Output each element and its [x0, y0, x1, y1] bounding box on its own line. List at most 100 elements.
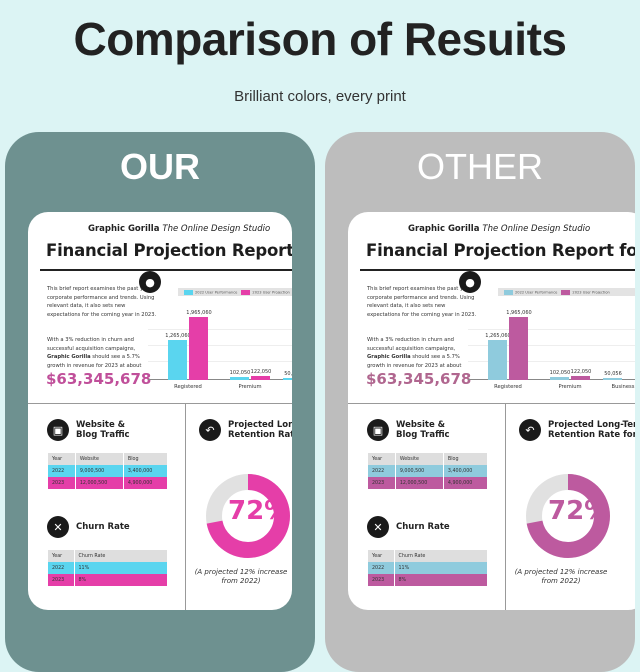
section-divider [28, 403, 292, 404]
table-row: 2023 12,000,500 4,900,000 [48, 477, 169, 489]
brand-name: Graphic Gorilla [408, 224, 480, 234]
retention-percent: 72% [548, 496, 611, 526]
gridline [468, 329, 635, 330]
table-header: Year Churn Rate [368, 550, 488, 562]
bar [509, 317, 528, 380]
traffic-table: Year Website Blog 2022 9,000,500 3,400,000 2… [368, 453, 489, 489]
table-row: 2022 11% [48, 562, 168, 574]
growth-paragraph: With a 3% reduction in churn and success… [47, 337, 142, 369]
title-divider [40, 269, 292, 271]
intro-paragraph: This brief report examines the past year… [47, 286, 157, 318]
category-label: Registered [494, 384, 522, 390]
category-label: Registered [174, 384, 202, 390]
our-label: OUR [120, 146, 200, 187]
bar-value-label: 50,056 [284, 371, 292, 377]
column-divider [505, 403, 506, 610]
report-document: Graphic Gorilla The Online Design Studio… [28, 212, 292, 610]
bar-value-label: 122,050 [570, 369, 592, 376]
gridline [148, 345, 292, 346]
table-row: 2023 8% [48, 574, 168, 586]
bar [283, 378, 292, 380]
gridline [148, 361, 292, 362]
user-icon: ● [459, 271, 481, 293]
legend-item: 2022 User Performance [184, 289, 237, 295]
category-label: Business [611, 384, 635, 390]
donut-arc [526, 474, 610, 558]
retention-donut [526, 474, 610, 558]
retention-note: (A projected 12% increase from 2022) [194, 568, 288, 585]
churn-title: Churn Rate [76, 522, 130, 532]
table-header: Year Website Blog [368, 453, 489, 465]
gridline [468, 345, 635, 346]
monitor-icon: ▣ [47, 419, 69, 441]
bar [488, 339, 507, 380]
churn-table: Year Churn Rate 2022 11% 2023 8% [368, 550, 488, 586]
retention-percent: 72% [228, 496, 291, 526]
brand-line: Graphic Gorilla The Online Design Studio [408, 224, 590, 234]
bar-value-label: 102,050 [229, 369, 251, 376]
retention-title: Projected Long-TermRetention Rate for 20… [548, 420, 635, 440]
retention-title: Projected Long-TermRetention Rate for 20… [228, 420, 292, 440]
table-row: 2022 9,000,500 3,400,000 [368, 465, 489, 477]
growth-paragraph: With a 3% reduction in churn and success… [367, 337, 462, 369]
category-label: Premium [558, 384, 582, 390]
table-header: Year Website Blog [48, 453, 169, 465]
bar-value-label: 1,965,060 [186, 310, 212, 317]
x-axis [148, 379, 292, 380]
table-row: 2022 9,000,500 3,400,000 [48, 465, 169, 477]
bar [230, 376, 249, 380]
bar-chart: 1,265,060 1,965,060 Registered 102,050 122,0… [148, 302, 292, 392]
bar [251, 376, 270, 380]
report-title: Financial Projection Report for 2023 [46, 241, 292, 260]
bar [571, 376, 590, 380]
undo-arrow-icon: ↶ [519, 419, 541, 441]
other-panel: OTHER Graphic Gorilla The Online Design … [325, 132, 635, 672]
gridline [468, 361, 635, 362]
retention-note: (A projected 12% increase from 2022) [514, 568, 608, 585]
legend-item: 2022 User Performance [504, 289, 557, 295]
traffic-title: Website & Blog Traffic [396, 420, 450, 440]
brand-line: Graphic Gorilla The Online Design Studio [88, 224, 270, 234]
column-divider [185, 403, 186, 610]
revenue-amount: $63,345,678 [366, 370, 472, 388]
table-header: Year Churn Rate [48, 550, 168, 562]
title-divider [360, 269, 635, 271]
legend-item: 2023 User Projection [561, 289, 610, 295]
undo-arrow-icon: ↶ [199, 419, 221, 441]
bar-value-label: 1,965,060 [506, 310, 532, 317]
legend-item: 2023 User Projection [241, 289, 290, 295]
brand-tagline: The Online Design Studio [162, 224, 271, 234]
bar [550, 376, 569, 380]
user-icon: ● [139, 271, 161, 293]
bar-value-label: 1,265,060 [165, 332, 191, 339]
bar-value-label: 50,056 [604, 371, 622, 377]
brand-name: Graphic Gorilla [88, 224, 160, 234]
chart-legend: 2022 User Performance 2023 User Projecti… [498, 288, 635, 296]
chart-legend: 2022 User Performance 2023 User Projecti… [178, 288, 292, 296]
bar-value-label: 122,050 [250, 369, 272, 376]
close-circle-icon: ✕ [367, 516, 389, 538]
category-label: Premium [238, 384, 262, 390]
brand-tagline: The Online Design Studio [482, 224, 591, 234]
other-label: OTHER [417, 146, 543, 187]
bar-value-label: 1,265,060 [485, 332, 511, 339]
bar [603, 378, 622, 380]
traffic-title: Website & Blog Traffic [76, 420, 130, 440]
churn-table: Year Churn Rate 2022 11% 2023 8% [48, 550, 168, 586]
table-row: 2023 12,000,500 4,900,000 [368, 477, 489, 489]
bar [168, 339, 187, 380]
report-title: Financial Projection Report for 2023 [366, 241, 635, 260]
our-panel: OUR Graphic Gorilla The Online Design St… [5, 132, 315, 672]
retention-donut [206, 474, 290, 558]
traffic-table: Year Website Blog 2022 9,000,500 3,400,000 2… [48, 453, 169, 489]
close-circle-icon: ✕ [47, 516, 69, 538]
donut-arc [206, 474, 290, 558]
bar [189, 317, 208, 380]
category-label: Business [278, 384, 293, 390]
section-divider [348, 403, 635, 404]
page-title: Comparison of Resuits [73, 13, 567, 65]
gridline [148, 329, 292, 330]
monitor-icon: ▣ [367, 419, 389, 441]
table-row: 2023 8% [368, 574, 488, 586]
churn-title: Churn Rate [396, 522, 450, 532]
